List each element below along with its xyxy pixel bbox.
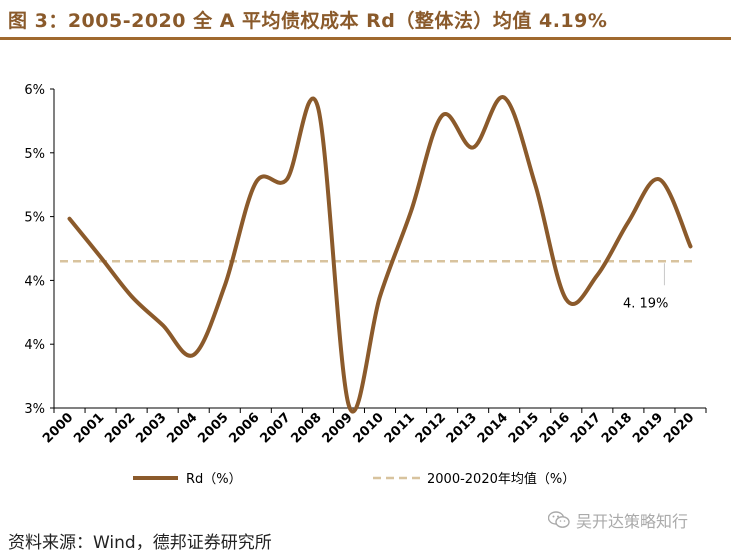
wechat-icon [548, 511, 570, 529]
y-tick-label: 5% [24, 147, 45, 162]
x-tick-label: 2008 [289, 410, 325, 446]
x-tick-label: 2019 [630, 410, 666, 446]
y-tick-label: 4% [24, 338, 45, 353]
series-rd-line [70, 97, 691, 412]
y-tick-label: 3% [24, 402, 45, 417]
x-tick-label: 2016 [537, 410, 573, 446]
x-tick-label: 2007 [257, 410, 293, 446]
x-tick-label: 2018 [599, 410, 635, 446]
y-tick-label: 5% [24, 211, 45, 226]
x-tick-label: 2013 [444, 410, 480, 446]
x-tick-label: 2014 [475, 410, 511, 446]
x-tick-label: 2017 [568, 410, 604, 446]
x-tick-label: 2001 [71, 410, 107, 446]
x-tick-label: 2011 [382, 410, 418, 446]
x-tick-label: 2000 [40, 410, 76, 446]
x-tick-label: 2009 [320, 410, 356, 446]
x-tick-label: 2012 [413, 410, 449, 446]
y-tick-label: 6% [24, 83, 45, 98]
watermark-label: 吴开达策略知行 [576, 508, 688, 532]
x-tick-label: 2020 [661, 410, 697, 446]
legend-rd-label: Rd（%） [186, 472, 242, 487]
mean-annotation-label: 4. 19% [623, 296, 668, 311]
legend-mean-label: 2000-2020年均值（%） [427, 471, 575, 487]
source-note: 资料来源：Wind，德邦证券研究所 [8, 528, 272, 553]
x-tick-label: 2002 [102, 410, 138, 446]
x-tick-label: 2010 [351, 410, 387, 446]
x-tick-label: 2004 [164, 410, 200, 446]
x-tick-label: 2003 [133, 410, 169, 446]
figure-title: 图 3：2005-2020 全 A 平均债权成本 Rd（整体法）均值 4.19% [8, 6, 607, 33]
y-tick-label: 4% [24, 274, 45, 289]
rd-line-chart: 3% 4% 4% 5% 5% 6% 2000200120022003200420052006… [0, 40, 731, 508]
x-tick-label: 2015 [506, 410, 542, 446]
watermark: 吴开达策略知行 [548, 508, 688, 532]
x-tick-label: 2006 [226, 410, 262, 446]
x-tick-label: 2005 [195, 410, 231, 446]
